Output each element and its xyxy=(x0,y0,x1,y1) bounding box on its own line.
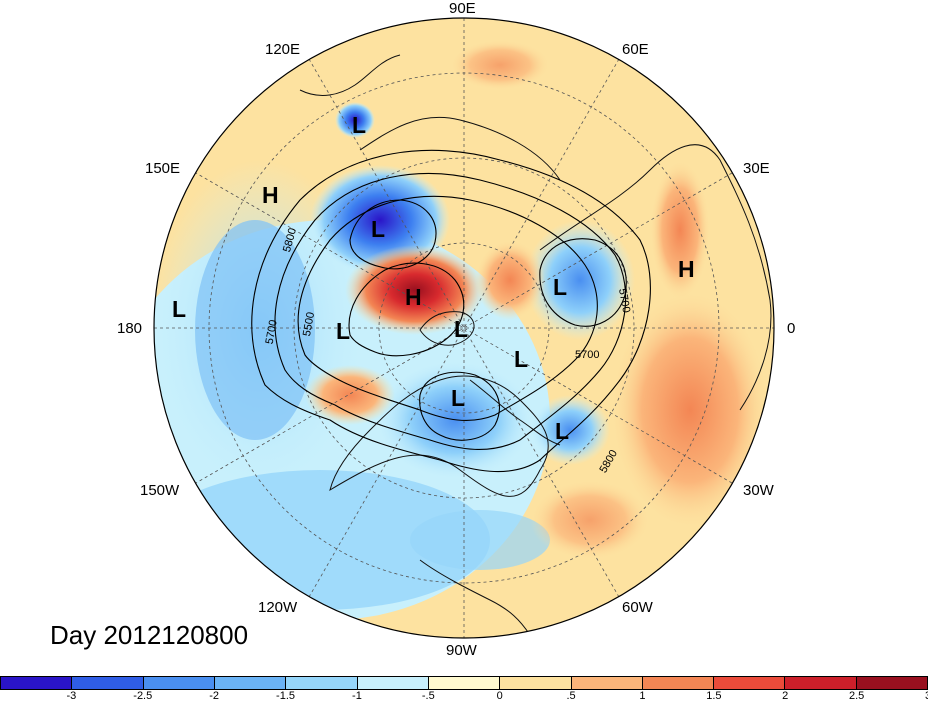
low-center-marker: L xyxy=(352,112,367,138)
colorbar-swatch xyxy=(143,677,215,689)
low-center-marker: L xyxy=(336,318,351,344)
colorbar-tick-label: .5 xyxy=(566,690,576,702)
colorbar-tick-label: 2 xyxy=(782,690,789,702)
colorbar-tick-label: 2.5 xyxy=(848,690,865,702)
colorbar-tick-label: -2.5 xyxy=(133,690,153,702)
colorbar-swatch xyxy=(856,677,928,689)
colorbar-swatch xyxy=(428,677,501,689)
colorbar-swatch xyxy=(357,677,429,689)
high-center-marker: H xyxy=(678,256,695,282)
colorbar-ticks: -3 -2.5 -2 -1.5 -1 -.5 0 .5 1 1.5 2 2.5 3 xyxy=(0,690,928,702)
colorbar xyxy=(0,676,928,690)
colorbar-swatch xyxy=(642,677,715,689)
colorbar-swatch xyxy=(785,677,857,689)
colorbar-tick-label: 1.5 xyxy=(706,690,722,702)
colorbar-tick-label: -3 xyxy=(66,690,77,702)
low-center-marker: L xyxy=(371,216,386,242)
lon-label-120w: 120W xyxy=(258,599,298,616)
colorbar-tick-label: -1 xyxy=(352,690,362,702)
anomaly-shading xyxy=(154,18,774,638)
lon-label-60e: 60E xyxy=(622,41,649,58)
contour-label: 5700 xyxy=(575,349,599,361)
colorbar-swatch xyxy=(72,677,144,689)
colorbar-tick-label: -1.5 xyxy=(276,690,296,702)
lon-label-0: 0 xyxy=(787,320,796,337)
lon-label-150e: 150E xyxy=(145,160,181,177)
polar-stereographic-map: 5800 5700 5500 5700 5700 5800 xyxy=(153,17,775,639)
colorbar-tick-label: 0 xyxy=(496,690,503,702)
low-center-marker: L xyxy=(555,418,570,444)
colorbar-swatch xyxy=(286,677,358,689)
colorbar-swatch xyxy=(571,677,643,689)
contour-label: 5700 xyxy=(616,288,632,314)
lon-label-60w: 60W xyxy=(622,599,653,616)
contour-label: 5500 xyxy=(301,311,317,337)
colorbar-tick-label: 3 xyxy=(925,690,928,702)
lon-label-90e: 90E xyxy=(449,0,476,17)
colorbar-tick-label: -.5 xyxy=(421,690,435,702)
low-center-marker: L xyxy=(172,296,187,322)
height-contours xyxy=(251,149,651,473)
high-center-marker: H xyxy=(262,182,279,208)
colorbar-swatch xyxy=(214,677,287,689)
lon-label-90w: 90W xyxy=(446,642,477,659)
lon-label-30e: 30E xyxy=(743,160,770,177)
contour-label: 5700 xyxy=(264,319,280,345)
low-center-marker: L xyxy=(514,346,529,372)
map-title: Day 2012120800 xyxy=(50,620,249,650)
lon-label-180: 180 xyxy=(117,320,143,337)
high-center-marker: H xyxy=(405,284,422,310)
lon-label-150w: 150W xyxy=(140,482,180,499)
low-center-marker: L xyxy=(454,316,469,342)
colorbar-swatch xyxy=(500,677,572,689)
colorbar-swatch xyxy=(714,677,786,689)
low-center-marker: L xyxy=(553,274,568,300)
map-boundary xyxy=(153,17,775,639)
low-center-marker: L xyxy=(451,385,466,411)
lon-label-120e: 120E xyxy=(265,41,301,58)
colorbar-tick-label: -2 xyxy=(209,690,220,702)
colorbar-swatch xyxy=(1,677,73,689)
lon-label-30w: 30W xyxy=(743,482,774,499)
colorbar-tick-label: 1 xyxy=(639,690,646,702)
